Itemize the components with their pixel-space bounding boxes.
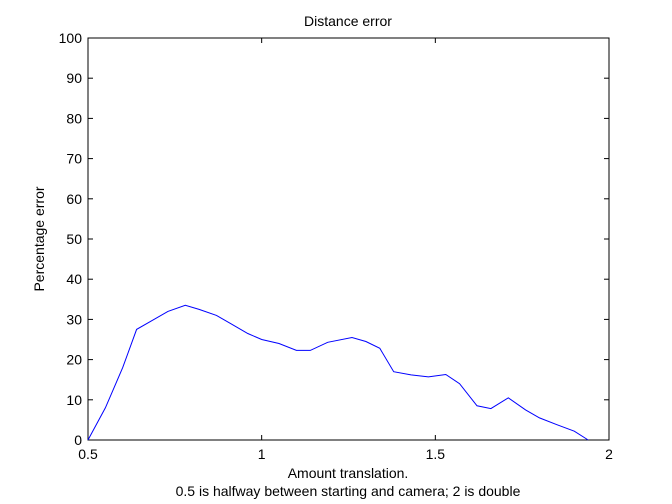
series-line — [87, 304, 589, 441]
x-tick-label: 2 — [605, 446, 613, 462]
y-tick-label: 0 — [74, 432, 82, 448]
y-tick-label: 50 — [66, 231, 82, 247]
y-tick-label: 80 — [66, 110, 82, 126]
y-tick-label: 70 — [66, 151, 82, 167]
chart-title: Distance error — [304, 13, 392, 29]
x-axis-label-line-1: Amount translation. — [288, 465, 409, 481]
y-tick-label: 20 — [66, 352, 82, 368]
y-tick-label: 60 — [66, 191, 82, 207]
x-tick-label: 1 — [258, 446, 266, 462]
y-tick-label: 100 — [59, 30, 83, 46]
x-tick-label: 0.5 — [78, 446, 98, 462]
y-tick-label: 90 — [66, 70, 82, 86]
x-tick-label: 1.5 — [426, 446, 446, 462]
x-tick-labels: 0.5 1 1.5 2 — [78, 446, 613, 462]
axis-ticks — [87, 37, 610, 441]
y-tick-label: 10 — [66, 392, 82, 408]
plot-area — [87, 37, 610, 441]
x-axis-label-line-2: 0.5 is halfway between starting and came… — [176, 483, 521, 499]
y-tick-label: 40 — [66, 271, 82, 287]
y-tick-labels: 0 10 20 30 40 50 60 70 80 90 100 — [59, 30, 83, 448]
y-tick-label: 30 — [66, 311, 82, 327]
y-axis-label: Percentage error — [31, 186, 47, 291]
